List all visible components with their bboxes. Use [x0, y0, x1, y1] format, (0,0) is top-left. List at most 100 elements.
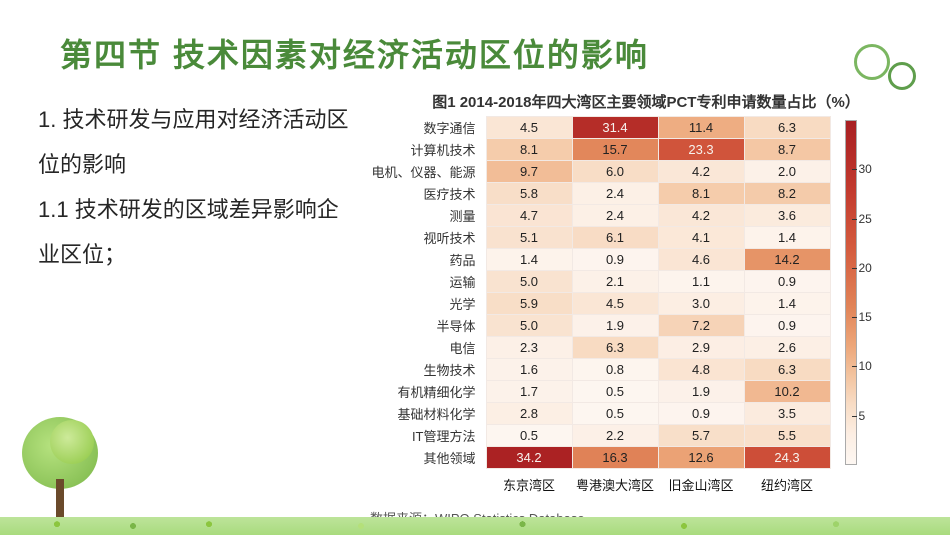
heatmap-cell: 6.3 [572, 337, 658, 359]
heatmap-cell: 1.4 [486, 249, 572, 271]
row-label: 基础材料化学 [366, 403, 486, 425]
paragraph-1: 1. 技术研发与应用对经济活动区位的影响 [38, 97, 358, 187]
heatmap-cell: 2.2 [572, 425, 658, 447]
heatmap-cell: 4.7 [486, 205, 572, 227]
heatmap-cell: 5.1 [486, 227, 572, 249]
heatmap-cell: 1.9 [658, 381, 744, 403]
heatmap-cell: 4.5 [572, 293, 658, 315]
heatmap-cell: 8.2 [744, 183, 830, 205]
heatmap-cell: 0.5 [572, 403, 658, 425]
heatmap-cell: 1.4 [744, 227, 830, 249]
heatmap-cell: 2.4 [572, 183, 658, 205]
heatmap-cell: 2.4 [572, 205, 658, 227]
page-title: 第四节 技术因素对经济活动区位的影响 [0, 0, 950, 91]
row-label: IT管理方法 [366, 425, 486, 447]
heatmap-cell: 8.1 [658, 183, 744, 205]
row-label: 计算机技术 [366, 139, 486, 161]
row-label: 药品 [366, 249, 486, 271]
heatmap-cell: 14.2 [744, 249, 830, 271]
heatmap-cell: 5.5 [744, 425, 830, 447]
heatmap-cell: 7.2 [658, 315, 744, 337]
heatmap-cell: 23.3 [658, 139, 744, 161]
grass-decor [0, 517, 950, 535]
heatmap-cell: 6.3 [744, 117, 830, 139]
colorbar-tick-label: 25 [859, 212, 872, 226]
heatmap-cell: 15.7 [572, 139, 658, 161]
heatmap-cell: 5.7 [658, 425, 744, 447]
heatmap-cell: 2.1 [572, 271, 658, 293]
heatmap-cell: 11.4 [658, 117, 744, 139]
heatmap-cell: 0.9 [744, 271, 830, 293]
heatmap-cell: 9.7 [486, 161, 572, 183]
heatmap-cell: 10.2 [744, 381, 830, 403]
heatmap-cell: 31.4 [572, 117, 658, 139]
heatmap-cell: 34.2 [486, 447, 572, 469]
heatmap-cell: 2.8 [486, 403, 572, 425]
colorbar-tick-label: 10 [859, 359, 872, 373]
heatmap-cell: 4.6 [658, 249, 744, 271]
heatmap-cell: 4.8 [658, 359, 744, 381]
heatmap-cell: 8.7 [744, 139, 830, 161]
heatmap-cell: 4.2 [658, 205, 744, 227]
row-label: 半导体 [366, 315, 486, 337]
row-label: 有机精细化学 [366, 381, 486, 403]
heatmap-cell: 6.0 [572, 161, 658, 183]
column-label: 旧金山湾区 [658, 469, 744, 495]
heatmap-cell: 5.0 [486, 315, 572, 337]
row-label: 运输 [366, 271, 486, 293]
column-label: 纽约湾区 [744, 469, 830, 495]
colorbar [845, 120, 857, 465]
heatmap-cell: 6.1 [572, 227, 658, 249]
heatmap-cell: 8.1 [486, 139, 572, 161]
heatmap-cell: 24.3 [744, 447, 830, 469]
heatmap-cell: 0.9 [572, 249, 658, 271]
colorbar-ticks: 5 10 15 20 25 30 [857, 120, 887, 465]
row-label: 电机、仪器、能源 [366, 161, 486, 183]
column-label: 东京湾区 [486, 469, 572, 495]
heatmap-cell: 3.6 [744, 205, 830, 227]
heatmap-cell: 0.5 [486, 425, 572, 447]
heatmap-cell: 2.6 [744, 337, 830, 359]
row-label: 视听技术 [366, 227, 486, 249]
heatmap-cell: 1.6 [486, 359, 572, 381]
heatmap-cell: 12.6 [658, 447, 744, 469]
colorbar-tick-label: 5 [859, 409, 866, 423]
heatmap-cell: 2.9 [658, 337, 744, 359]
content-row: 1. 技术研发与应用对经济活动区位的影响 1.1 技术研发的区域差异影响企业区位… [0, 91, 950, 494]
colorbar-tick-label: 20 [859, 261, 872, 275]
heatmap-cell: 6.3 [744, 359, 830, 381]
heatmap-cell: 1.7 [486, 381, 572, 403]
heatmap-cell: 1.4 [744, 293, 830, 315]
heatmap-cell: 5.0 [486, 271, 572, 293]
column-label: 粤港澳大湾区 [572, 469, 658, 495]
heatmap-table: 数字通信4.531.411.46.3计算机技术8.115.723.38.7电机、… [366, 116, 831, 494]
heatmap-cell: 3.5 [744, 403, 830, 425]
row-label: 医疗技术 [366, 183, 486, 205]
heatmap-cell: 4.5 [486, 117, 572, 139]
heatmap-cell: 1.9 [572, 315, 658, 337]
row-label: 其他领域 [366, 447, 486, 469]
heatmap-cell: 0.9 [744, 315, 830, 337]
heatmap-cell: 0.5 [572, 381, 658, 403]
heatmap-cell: 4.2 [658, 161, 744, 183]
row-label: 电信 [366, 337, 486, 359]
heatmap-cell: 2.3 [486, 337, 572, 359]
heatmap-chart: 图1 2014-2018年四大湾区主要领域PCT专利申请数量占比（%） 数字通信… [366, 91, 926, 494]
heatmap-cell: 2.0 [744, 161, 830, 183]
heatmap-cell: 0.9 [658, 403, 744, 425]
row-label: 测量 [366, 205, 486, 227]
colorbar-tick-label: 15 [859, 310, 872, 324]
chart-title: 图1 2014-2018年四大湾区主要领域PCT专利申请数量占比（%） [366, 91, 926, 112]
heatmap-cell: 3.0 [658, 293, 744, 315]
row-label: 生物技术 [366, 359, 486, 381]
row-label: 数字通信 [366, 117, 486, 139]
paragraph-2: 1.1 技术研发的区域差异影响企业区位； [38, 187, 358, 277]
row-label: 光学 [366, 293, 486, 315]
heatmap-cell: 0.8 [572, 359, 658, 381]
heatmap-cell: 16.3 [572, 447, 658, 469]
heatmap-cell: 5.9 [486, 293, 572, 315]
heatmap-cell: 4.1 [658, 227, 744, 249]
colorbar-tick-label: 30 [859, 162, 872, 176]
heatmap-cell: 5.8 [486, 183, 572, 205]
tree-decor [20, 409, 100, 519]
